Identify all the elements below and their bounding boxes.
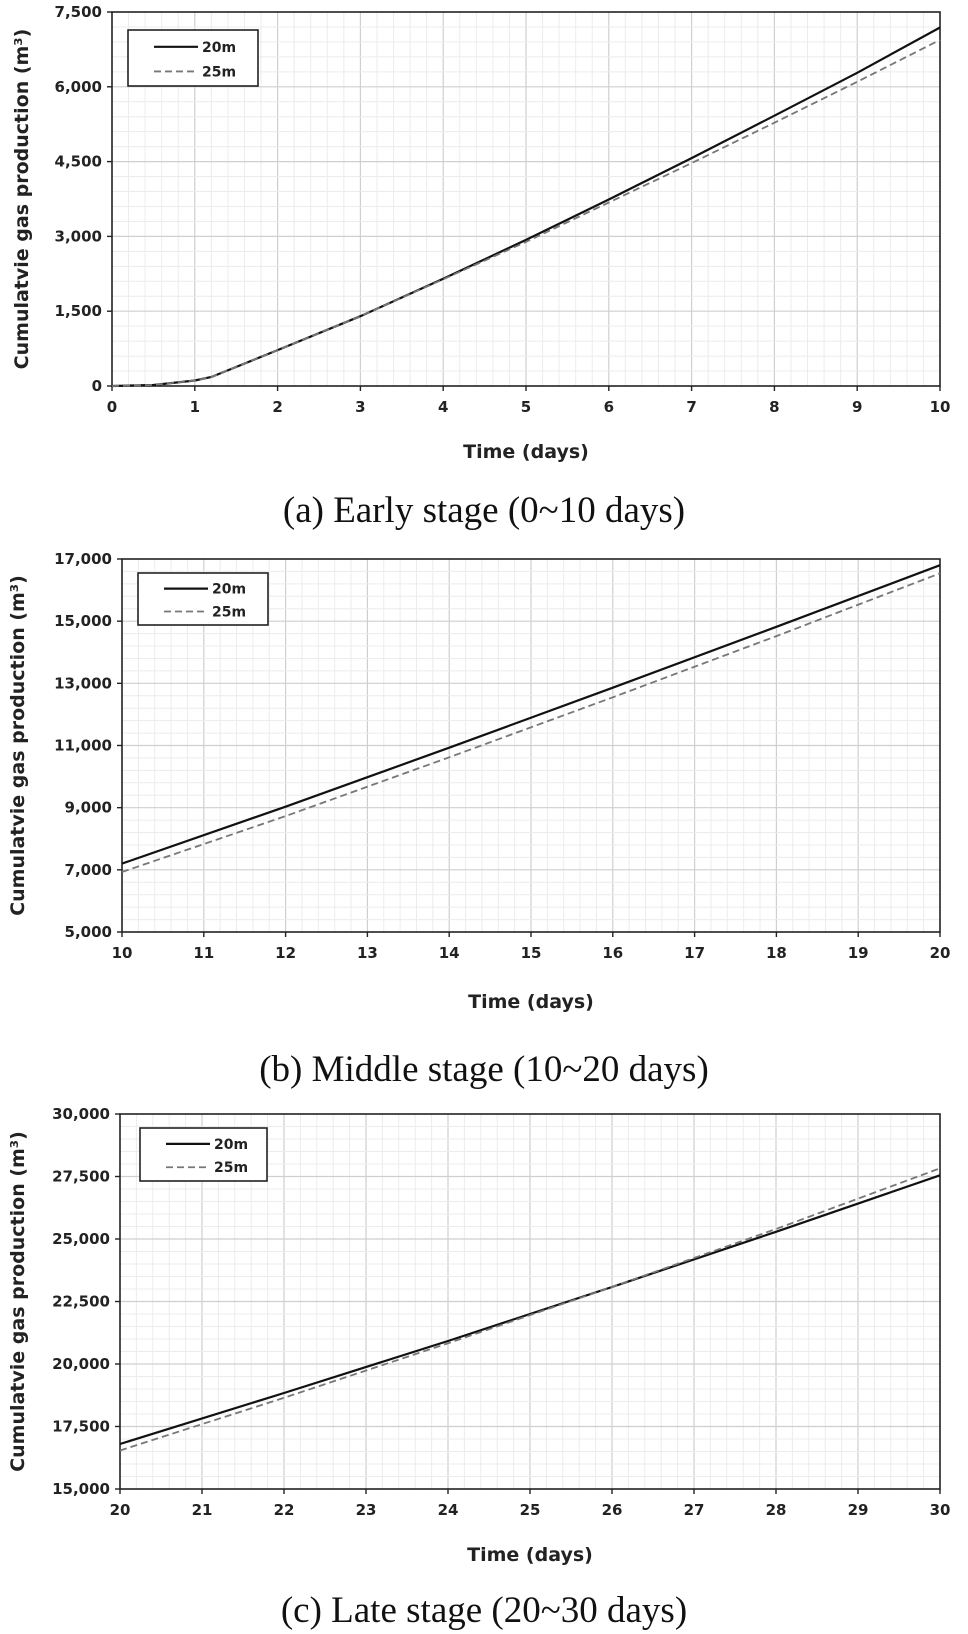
- x-tick-label: 3: [355, 398, 365, 416]
- x-tick-label: 0: [107, 398, 117, 416]
- caption-early: (a) Early stage (0~10 days): [283, 490, 685, 531]
- x-tick-label: 19: [848, 944, 869, 962]
- y-tick-label: 1,500: [55, 302, 102, 320]
- series-line-20m: [119, 1174, 941, 1446]
- y-tick-label: 9,000: [65, 799, 112, 817]
- y-tick-label: 13,000: [54, 674, 112, 692]
- x-axis-title: Time (days): [468, 991, 594, 1013]
- x-tick-label: 22: [274, 1501, 295, 1519]
- legend-box: [127, 29, 259, 87]
- x-tick-label: 17: [684, 944, 705, 962]
- caption-late: (c) Late stage (20~30 days): [281, 1590, 687, 1631]
- series-line-25m: [121, 572, 941, 873]
- y-tick-label: 5,000: [65, 923, 112, 941]
- x-tick-label: 27: [684, 1501, 705, 1519]
- y-tick-label: 0: [92, 377, 102, 395]
- x-tick-label: 29: [848, 1501, 869, 1519]
- x-tick-label: 11: [193, 944, 214, 962]
- series-line-20m: [121, 564, 941, 865]
- chart-panel-early: 0 1 2 3 4 5 6 7 8 9 10 0 1,500 3,000 4,500 6,000 7,500 Ti…: [11, 3, 950, 463]
- y-axis-title: Cumulatvie gas production (m³): [7, 1131, 29, 1472]
- x-tick-label: 5: [521, 398, 531, 416]
- series-line-25m: [111, 39, 941, 387]
- legend-label-25m: 25m: [214, 1160, 248, 1176]
- chart-panel-late: 20 21 22 23 24 25 26 27 28 29 30 15,000 17,500 20,000…: [7, 1105, 950, 1566]
- x-tick-label: 1: [190, 398, 200, 416]
- y-axis-title: Cumulatvie gas production (m³): [7, 575, 29, 916]
- y-tick-label: 30,000: [52, 1105, 110, 1123]
- chart-panel-middle: 10 11 12 13 14 15 16 17 18 19 20 5,000 7,000 9,000 11,…: [7, 550, 950, 1013]
- x-tick-label: 18: [766, 944, 787, 962]
- x-tick-label: 13: [357, 944, 378, 962]
- x-tick-label: 6: [604, 398, 614, 416]
- y-tick-label: 27,500: [52, 1168, 110, 1186]
- x-tick-label: 16: [602, 944, 623, 962]
- y-tick-label: 25,000: [52, 1230, 110, 1248]
- y-tick-label: 20,000: [52, 1355, 110, 1373]
- x-tick-label: 20: [110, 1501, 131, 1519]
- y-tick-label: 11,000: [54, 737, 112, 755]
- legend: 20m 25m: [127, 29, 259, 87]
- legend-box: [139, 1127, 268, 1182]
- x-tick-label: 9: [852, 398, 862, 416]
- x-tick-label: 8: [769, 398, 779, 416]
- legend-box: [137, 572, 269, 626]
- legend-label-25m: 25m: [202, 64, 236, 80]
- x-tick-label: 10: [112, 944, 133, 962]
- y-tick-label: 6,000: [55, 78, 102, 96]
- y-tick-label: 22,500: [52, 1293, 110, 1311]
- y-tick-label: 7,000: [65, 861, 112, 879]
- y-tick-label: 17,500: [52, 1418, 110, 1436]
- x-tick-label: 7: [686, 398, 696, 416]
- y-axis-title: Cumulatvie gas production (m³): [11, 29, 33, 370]
- x-tick-label: 20: [930, 944, 951, 962]
- x-tick-label: 12: [275, 944, 296, 962]
- x-tick-label: 25: [520, 1501, 541, 1519]
- x-tick-label: 4: [438, 398, 448, 416]
- legend-label-20m: 20m: [214, 1137, 248, 1153]
- x-tick-label: 24: [438, 1501, 459, 1519]
- x-tick-label: 21: [192, 1501, 213, 1519]
- x-axis-title: Time (days): [467, 1544, 593, 1566]
- y-tick-label: 3,000: [55, 227, 102, 245]
- y-tick-label: 7,500: [55, 3, 102, 21]
- y-tick-label: 17,000: [54, 550, 112, 568]
- y-tick-label: 15,000: [52, 1480, 110, 1498]
- x-axis-title: Time (days): [463, 441, 589, 463]
- x-tick-label: 23: [356, 1501, 377, 1519]
- x-tick-label: 10: [930, 398, 951, 416]
- legend-label-20m: 20m: [202, 40, 236, 56]
- x-tick-label: 26: [602, 1501, 623, 1519]
- legend-label-20m: 20m: [212, 582, 246, 598]
- caption-middle: (b) Middle stage (10~20 days): [259, 1049, 709, 1090]
- y-tick-label: 4,500: [55, 153, 102, 171]
- x-tick-label: 2: [272, 398, 282, 416]
- x-tick-label: 28: [766, 1501, 787, 1519]
- y-tick-label: 15,000: [54, 612, 112, 630]
- x-tick-label: 30: [930, 1501, 951, 1519]
- legend-label-25m: 25m: [212, 604, 246, 620]
- x-tick-label: 14: [439, 944, 460, 962]
- x-tick-label: 15: [521, 944, 542, 962]
- series-line-25m: [119, 1167, 941, 1452]
